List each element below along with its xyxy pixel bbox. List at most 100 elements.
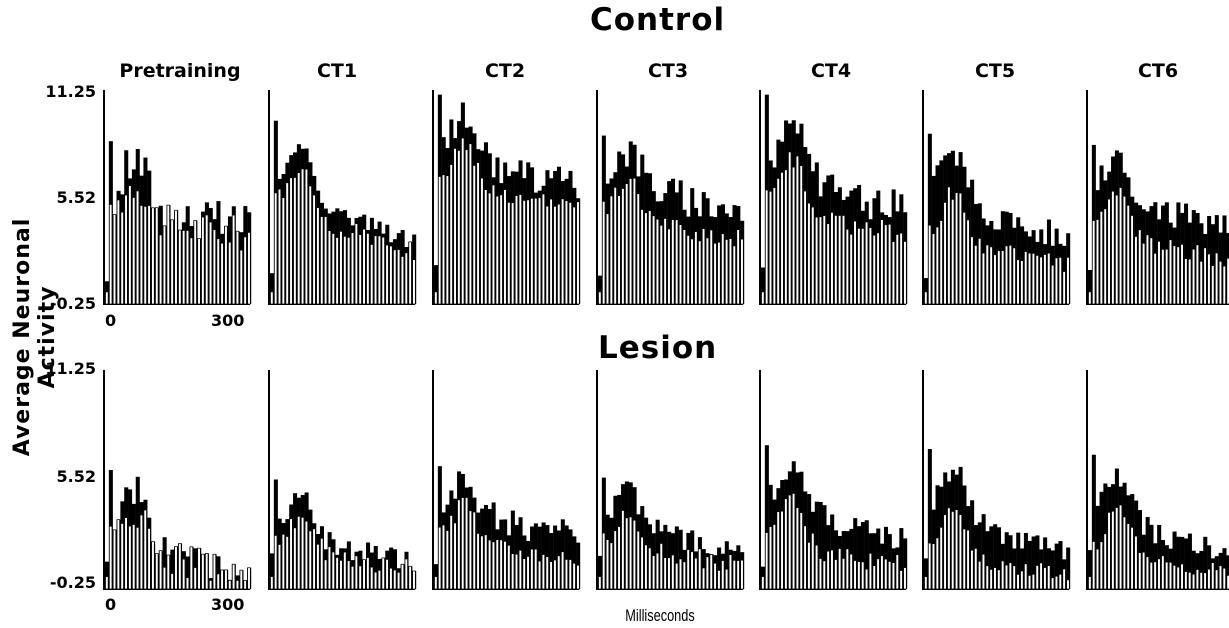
open-bar — [560, 551, 565, 590]
open-bar — [931, 233, 936, 305]
open-bar — [997, 569, 1001, 590]
open-bar — [193, 567, 197, 590]
open-bar — [880, 555, 884, 590]
open-bar — [1218, 260, 1223, 305]
open-bar — [1099, 211, 1104, 305]
open-bar — [857, 227, 861, 305]
open-bar — [861, 561, 865, 590]
open-bar — [884, 558, 888, 590]
open-bar — [300, 168, 305, 305]
open-bar — [659, 543, 663, 590]
open-bar — [189, 546, 194, 590]
open-bar — [659, 224, 663, 305]
open-bar — [1149, 561, 1153, 590]
open-bar — [185, 230, 190, 305]
open-bar — [1211, 265, 1215, 305]
lesion-row-title: Lesion — [598, 330, 718, 366]
open-bar — [1047, 252, 1051, 305]
open-bar — [235, 580, 240, 590]
filled-bar — [981, 514, 986, 589]
open-bar — [385, 559, 389, 590]
open-bar — [510, 553, 515, 590]
open-bar — [989, 569, 993, 590]
open-bar — [1172, 245, 1177, 305]
open-bar — [273, 535, 278, 590]
open-bar — [362, 559, 366, 590]
open-bar — [834, 559, 838, 590]
open-bar — [834, 215, 838, 305]
open-bar — [445, 175, 450, 305]
open-bar — [977, 238, 982, 305]
filled-bar — [553, 525, 558, 589]
open-bar — [895, 554, 899, 590]
open-bar — [799, 165, 803, 305]
open-bar — [453, 148, 457, 305]
open-bar — [1138, 229, 1142, 305]
control-xtick-0: 0 — [105, 311, 117, 330]
open-bar — [208, 580, 213, 590]
open-bar — [549, 198, 553, 305]
open-bar — [480, 535, 484, 590]
filled-bar — [857, 526, 862, 589]
open-bar — [1188, 571, 1192, 590]
open-bar — [389, 245, 393, 305]
filled-bar — [1058, 541, 1063, 589]
open-bar — [491, 541, 496, 590]
open-bar — [1211, 562, 1215, 590]
open-bar — [385, 244, 389, 305]
open-bar — [663, 557, 667, 590]
open-bar — [682, 561, 687, 590]
open-bar — [135, 190, 140, 305]
open-bar — [437, 526, 442, 590]
open-bar — [243, 580, 247, 590]
open-bar — [285, 182, 289, 305]
open-bar — [678, 558, 683, 590]
open-bar — [1035, 565, 1039, 590]
open-bar — [1039, 562, 1043, 590]
x-axis-label: Milliseconds — [625, 606, 695, 625]
open-bar — [468, 510, 473, 590]
open-bar — [350, 232, 355, 305]
open-bar — [981, 553, 986, 590]
open-bar — [158, 234, 163, 305]
filled-bar — [1187, 533, 1192, 589]
open-bar — [158, 550, 163, 590]
lesion-xtick-0: 0 — [105, 595, 117, 614]
open-bar — [899, 232, 903, 305]
open-bar — [514, 553, 519, 590]
open-bar — [323, 559, 328, 590]
filled-bar — [807, 494, 812, 589]
open-bar — [1024, 563, 1028, 590]
open-bar — [247, 232, 251, 305]
open-bar — [181, 230, 186, 305]
open-bar — [312, 194, 316, 305]
open-bar — [736, 229, 740, 305]
filled-bar — [1088, 550, 1093, 589]
open-bar — [728, 238, 733, 305]
open-bar — [640, 536, 644, 590]
open-bar — [791, 493, 796, 590]
open-bar — [1050, 264, 1055, 305]
open-bar — [323, 216, 328, 305]
open-bar — [768, 526, 773, 590]
open-bar — [151, 541, 155, 590]
open-bar — [549, 561, 553, 590]
panel-control-ct2 — [432, 90, 581, 305]
open-bar — [522, 558, 526, 590]
open-bar — [408, 565, 412, 590]
open-bar — [1111, 510, 1115, 590]
filled-bar — [1222, 215, 1227, 304]
open-bar — [1004, 564, 1009, 590]
open-bar — [625, 517, 629, 590]
open-bar — [822, 560, 826, 590]
filled-bar — [985, 531, 990, 589]
open-bar — [772, 524, 777, 590]
open-bar — [108, 204, 113, 305]
open-bar — [966, 529, 970, 590]
filled-bar — [162, 537, 167, 589]
open-bar — [721, 560, 725, 590]
filled-bar — [434, 265, 439, 304]
open-bar — [651, 215, 656, 305]
filled-bar — [970, 500, 975, 589]
open-bar — [671, 554, 675, 590]
